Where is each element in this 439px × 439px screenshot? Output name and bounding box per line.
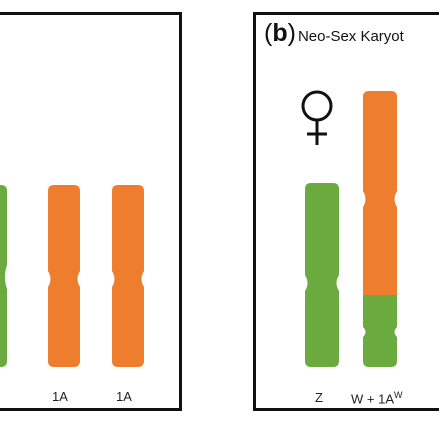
paren-close: ) (287, 19, 296, 47)
panel-letter: b (272, 19, 288, 47)
panel-b-title: (b) Neo-Sex Karyot (264, 19, 404, 48)
chromosome-1a-left (48, 185, 80, 367)
label-1a-left: 1A (52, 389, 68, 404)
panel-a: 1A 1A (0, 12, 182, 411)
chromosome-w-1aw (363, 91, 397, 367)
label-w-1aw-sup: W (394, 390, 403, 400)
label-w-1aw: W + 1AW (351, 390, 403, 406)
label-1a-right: 1A (116, 389, 132, 404)
female-symbol-icon (297, 89, 337, 154)
chromosome-green-cropped (0, 185, 7, 367)
panel-title-text: Neo-Sex Karyot (297, 28, 404, 45)
label-w-1aw-base: W + 1A (351, 391, 394, 407)
paren-open: ( (264, 19, 273, 47)
chromosome-z (305, 183, 339, 367)
chromosome-1a-right (112, 185, 144, 367)
label-z: Z (315, 390, 323, 405)
panel-b: (b) Neo-Sex Karyot Z W + 1AW (253, 12, 439, 411)
